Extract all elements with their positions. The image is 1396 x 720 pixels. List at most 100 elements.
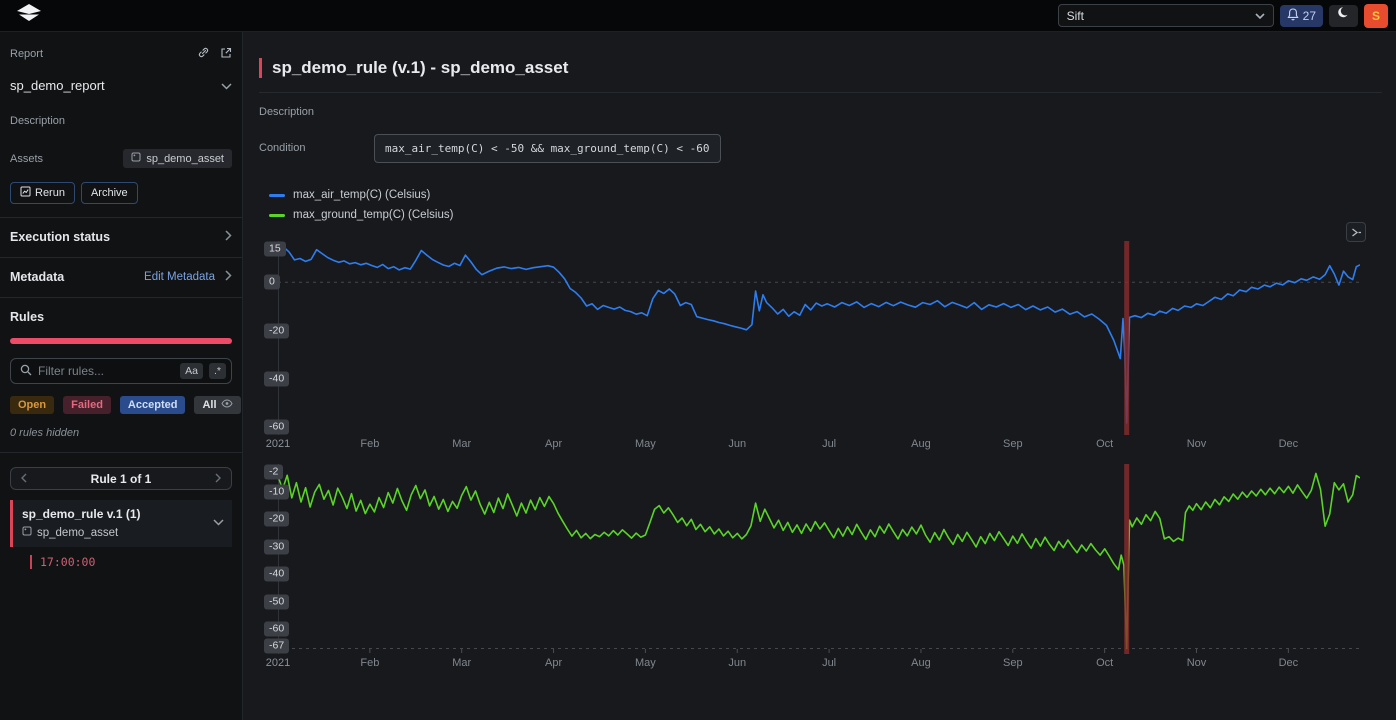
- theme-toggle[interactable]: [1329, 4, 1358, 27]
- x-axis-tick: Jun: [728, 438, 747, 450]
- copy-link-icon[interactable]: [197, 46, 210, 62]
- legend-item-ground[interactable]: max_ground_temp(C) (Celsius): [269, 209, 1382, 221]
- bell-icon: [1287, 7, 1299, 24]
- filter-all-badge[interactable]: All: [194, 396, 241, 414]
- x-axis-tick: Sep: [1003, 657, 1023, 669]
- x-axis-tick: Oct: [1096, 657, 1114, 669]
- asset-icon: [131, 152, 141, 165]
- x-axis-tick: Mar: [452, 657, 472, 669]
- y-axis-tick: -60: [264, 621, 290, 637]
- rerun-button[interactable]: Rerun: [10, 182, 75, 204]
- chevron-right-icon: [225, 270, 232, 284]
- x-axis-tick: Aug: [911, 438, 931, 450]
- y-axis-tick: -60: [264, 419, 290, 435]
- x-axis-tick: Mar: [452, 438, 472, 450]
- air-swatch: [269, 193, 285, 197]
- chart-expand-button[interactable]: [1346, 222, 1366, 242]
- ground-swatch: [269, 213, 285, 217]
- description-label: Description: [259, 106, 315, 118]
- legend-item-air[interactable]: max_air_temp(C) (Celsius): [269, 189, 1382, 201]
- y-axis-tick: -50: [264, 594, 290, 610]
- moon-icon: [1337, 6, 1351, 25]
- asset-icon: [22, 526, 32, 539]
- y-axis-tick: -20: [264, 511, 290, 527]
- x-axis-tick: Dec: [1278, 657, 1299, 669]
- ground-chart-x-axis: 2021 Feb Mar Apr May Jun Jul Aug Sep Oct Nov Dec: [266, 654, 1382, 671]
- x-axis-tick: Aug: [911, 657, 931, 669]
- x-axis-tick: Sep: [1003, 438, 1023, 450]
- x-axis-tick: Jul: [822, 438, 837, 450]
- rule-filter-box: Aa .*: [10, 358, 232, 384]
- x-axis-tick: Oct: [1096, 438, 1114, 450]
- asset-tag[interactable]: sp_demo_asset: [123, 149, 232, 168]
- archive-label: Archive: [90, 187, 128, 199]
- filter-failed-badge[interactable]: Failed: [63, 396, 111, 414]
- filter-accepted-badge[interactable]: Accepted: [119, 396, 186, 414]
- match-case-toggle[interactable]: Aa: [180, 363, 203, 379]
- legend-air-label: max_air_temp(C) (Celsius): [293, 189, 431, 201]
- pager-next-icon[interactable]: [215, 472, 221, 486]
- air-chart-x-axis: 2021 Feb Mar Apr May Jun Jul Aug Sep Oct Nov Dec: [266, 435, 1382, 452]
- y-axis-tick: -10: [264, 484, 290, 500]
- notification-count: 27: [1302, 8, 1316, 23]
- title-accent-bar: [259, 58, 262, 78]
- report-description-label: Description: [10, 115, 66, 127]
- report-sidebar: Report sp_demo_report Description Assets: [0, 32, 243, 720]
- x-axis-tick: Nov: [1186, 438, 1207, 450]
- sift-logo-icon: [14, 1, 44, 30]
- user-avatar[interactable]: S: [1364, 3, 1388, 28]
- open-external-icon[interactable]: [220, 47, 232, 62]
- divider: [0, 217, 242, 218]
- condition-label: Condition: [259, 142, 306, 154]
- archive-button[interactable]: Archive: [80, 182, 138, 204]
- pager-label: Rule 1 of 1: [90, 471, 152, 486]
- search-icon: [20, 364, 32, 379]
- air-temp-chart[interactable]: 15 0 -20 -40 -60: [264, 241, 1382, 435]
- chevron-down-icon[interactable]: [221, 78, 232, 93]
- x-axis-tick: Feb: [360, 438, 380, 450]
- rule-violation-time[interactable]: 17:00:00: [30, 555, 232, 569]
- x-axis-tick: 2021: [265, 657, 291, 669]
- edit-metadata-link[interactable]: Edit Metadata: [144, 271, 215, 283]
- execution-status-label: Execution status: [10, 230, 111, 244]
- eye-icon: [220, 399, 233, 411]
- metadata-label: Metadata: [10, 270, 65, 284]
- regex-toggle[interactable]: .*: [208, 363, 226, 379]
- asset-tag-label: sp_demo_asset: [146, 152, 224, 165]
- rules-progress-bar: [10, 338, 232, 344]
- filter-all-label: All: [202, 399, 217, 411]
- x-axis-tick: 2021: [265, 438, 291, 450]
- rules-label: Rules: [10, 310, 45, 324]
- avatar-initial: S: [1371, 8, 1380, 23]
- y-axis-tick: -2: [264, 464, 284, 480]
- chart-legend: max_air_temp(C) (Celsius) max_ground_tem…: [269, 189, 1382, 221]
- chevron-down-icon: [1255, 9, 1265, 23]
- rerun-label: Rerun: [35, 187, 65, 199]
- violation-marker: [30, 555, 32, 569]
- violation-time-text: 17:00:00: [40, 555, 96, 569]
- top-bar: Sift 27 S: [0, 0, 1396, 32]
- notifications-button[interactable]: 27: [1279, 4, 1323, 27]
- divider: [0, 297, 242, 298]
- y-axis-tick: -30: [264, 539, 290, 555]
- y-axis-tick: -20: [264, 323, 290, 339]
- x-axis-tick: Apr: [544, 657, 563, 669]
- y-axis-tick: 15: [264, 241, 286, 257]
- ground-temp-chart[interactable]: -2 -10 -20 -30 -40 -50 -60 -67: [264, 464, 1382, 654]
- metadata-section[interactable]: Metadata Edit Metadata: [10, 270, 232, 284]
- filter-open-badge[interactable]: Open: [10, 396, 55, 414]
- execution-status-section[interactable]: Execution status: [10, 230, 232, 244]
- rule-filter-input[interactable]: [38, 364, 175, 378]
- x-axis-tick: May: [635, 657, 656, 669]
- y-axis-tick: -67: [264, 638, 290, 654]
- condition-expression: max_air_temp(C) < -50 && max_ground_temp…: [374, 134, 721, 163]
- pager-prev-icon[interactable]: [21, 472, 27, 486]
- chart-icon: [20, 186, 31, 200]
- rules-hidden-note: 0 rules hidden: [10, 427, 80, 439]
- rule-detail-panel: sp_demo_rule (v.1) - sp_demo_asset Descr…: [243, 32, 1396, 720]
- divider: [0, 257, 242, 258]
- workspace-select[interactable]: Sift: [1057, 4, 1274, 27]
- x-axis-tick: Jul: [822, 657, 837, 669]
- rule-list-item[interactable]: sp_demo_rule v.1 (1) sp_demo_asset: [10, 500, 232, 547]
- legend-ground-label: max_ground_temp(C) (Celsius): [293, 209, 454, 221]
